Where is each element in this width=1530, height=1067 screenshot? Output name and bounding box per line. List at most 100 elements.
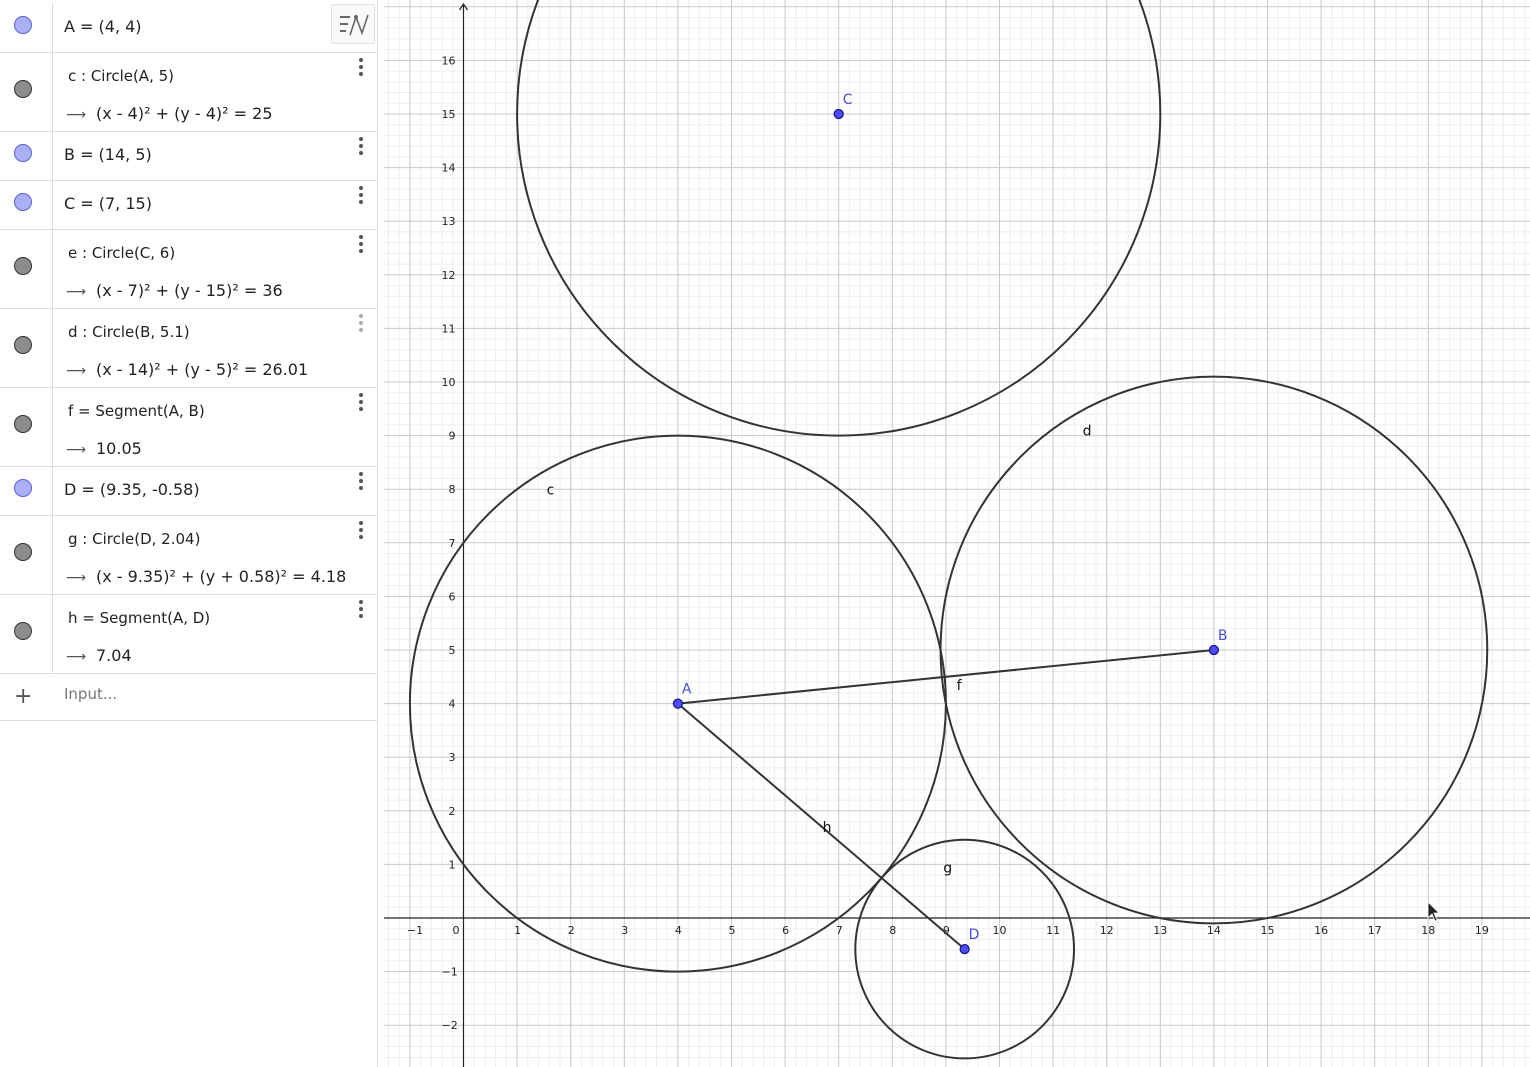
definition-A[interactable]: A = (4, 4) [64,17,142,36]
y-tick-label: 6 [449,590,456,603]
algebra-row-c[interactable]: c : Circle(A, 5) ⟶ (x - 4)² + (y - 4)² = 2… [0,52,377,132]
visibility-toggle-A[interactable] [14,16,32,34]
y-axis-arrow [459,2,468,11]
circle-d[interactable] [939,375,1489,925]
x-tick-label: 4 [675,924,682,937]
visibility-toggle-B[interactable] [14,144,32,162]
algebra-row-D[interactable]: D = (9.35, -0.58) [0,466,377,516]
definition-h[interactable]: h = Segment(A, D) [68,609,211,627]
y-tick-label: 2 [449,805,456,818]
graphics-view[interactable]: −1 0 1 2 3 4 5 6 7 8 9 10 11 12 13 14 15 16 17 18 19−2−11234… [384,0,1530,1067]
object-label-c: c [547,483,555,499]
arrow-icon: ⟶ [66,363,87,379]
point-C[interactable] [833,108,844,120]
more-options-icon[interactable] [355,184,367,206]
visibility-toggle-d[interactable] [14,336,32,354]
definition-B[interactable]: B = (14, 5) [64,145,152,164]
algebra-row-e[interactable]: e : Circle(C, 6) ⟶ (x - 7)² + (y - 15)² = … [0,229,377,309]
x-tick-label: 15 [1261,924,1275,937]
y-tick-label: 13 [442,215,456,228]
x-tick-label: 12 [1100,924,1114,937]
value-c: ⟶ (x - 4)² + (y - 4)² = 25 [66,104,273,123]
y-tick-label: 9 [449,430,456,443]
value-g: ⟶ (x - 9.35)² + (y + 0.58)² = 4.18 [66,567,346,586]
point-label-C: C [843,92,853,108]
visibility-toggle-D[interactable] [14,479,32,497]
marble-column [0,52,53,131]
object-label-d: d [1083,424,1092,440]
point-D[interactable] [959,943,970,955]
object-label-f: f [957,678,963,694]
arrow-icon: ⟶ [66,442,87,458]
definition-f[interactable]: f = Segment(A, B) [68,402,205,420]
circle-e[interactable] [516,0,1162,437]
more-options-icon[interactable] [355,598,367,620]
algebra-row-d[interactable]: d : Circle(B, 5.1) ⟶ (x - 14)² + (y - 5)² … [0,308,377,388]
segment-h[interactable] [677,702,966,950]
value-text-d: (x - 14)² + (y - 5)² = 26.01 [96,360,309,379]
definition-g[interactable]: g : Circle(D, 2.04) [68,530,201,548]
value-text-h: 7.04 [96,646,132,665]
more-options-icon[interactable] [355,391,367,413]
arrow-icon: ⟶ [66,284,87,300]
point-B[interactable] [1208,644,1220,656]
algebra-row-f[interactable]: f = Segment(A, B) ⟶ 10.05 [0,387,377,467]
point-label-A: A [682,682,692,698]
marble-column [0,594,53,673]
x-tick-label: 11 [1046,924,1060,937]
more-options-icon[interactable] [355,233,367,255]
y-tick-label: −1 [442,966,458,979]
point-label-B: B [1218,628,1228,644]
visibility-toggle-c[interactable] [14,80,32,98]
circle-g[interactable] [854,838,1076,1060]
y-tick-label: 15 [442,108,456,121]
input-field[interactable] [64,685,354,703]
value-text-c: (x - 4)² + (y - 4)² = 25 [96,104,273,123]
point-A[interactable] [672,698,684,709]
algebra-style-button[interactable] [331,4,375,44]
marble-column [0,387,53,466]
plus-icon[interactable]: + [14,684,33,709]
segment-f[interactable] [677,649,1214,705]
y-tick-label: 12 [442,269,456,282]
x-tick-label: 5 [729,924,736,937]
more-options-icon[interactable] [355,135,367,157]
value-h: ⟶ 7.04 [66,646,132,665]
y-tick-label: 14 [442,162,456,175]
visibility-toggle-h[interactable] [14,622,32,640]
algebra-settings-icon [340,14,369,36]
more-options-icon[interactable] [355,519,367,541]
visibility-toggle-e[interactable] [14,257,32,275]
marble-column [0,131,53,180]
x-tick-label: 18 [1421,924,1435,937]
more-options-icon[interactable] [355,312,367,334]
definition-c[interactable]: c : Circle(A, 5) [68,67,175,85]
more-options-icon[interactable] [355,56,367,78]
marble-column [0,3,53,52]
y-tick-label: 11 [442,322,456,335]
arrow-icon: ⟶ [66,107,87,123]
visibility-toggle-f[interactable] [14,415,32,433]
y-tick-label: 3 [449,751,456,764]
definition-e[interactable]: e : Circle(C, 6) [68,244,176,262]
algebra-row-A[interactable]: A = (4, 4) [0,3,377,53]
algebra-row-C[interactable]: C = (7, 15) [0,180,377,230]
object-label-h: h [823,820,832,836]
x-tick-label: 16 [1314,924,1328,937]
x-tick-label: 7 [836,924,843,937]
marble-column [0,515,53,594]
algebra-view: A = (4, 4) c : Circle(A, 5) ⟶ (x - 4)² + (y… [0,0,378,1067]
algebra-row-B[interactable]: B = (14, 5) [0,131,377,181]
arrow-icon: ⟶ [66,649,87,665]
visibility-toggle-C[interactable] [14,193,32,211]
algebra-row-h[interactable]: h = Segment(A, D) ⟶ 7.04 [0,594,377,674]
algebra-row-g[interactable]: g : Circle(D, 2.04) ⟶ (x - 9.35)² + (y + 0… [0,515,377,595]
definition-d[interactable]: d : Circle(B, 5.1) [68,323,190,341]
x-tick-label: 0 [453,924,460,937]
definition-C[interactable]: C = (7, 15) [64,194,152,213]
visibility-toggle-g[interactable] [14,543,32,561]
y-tick-label: 16 [442,54,456,67]
x-tick-label: 8 [889,924,896,937]
more-options-icon[interactable] [355,470,367,492]
definition-D[interactable]: D = (9.35, -0.58) [64,480,200,499]
